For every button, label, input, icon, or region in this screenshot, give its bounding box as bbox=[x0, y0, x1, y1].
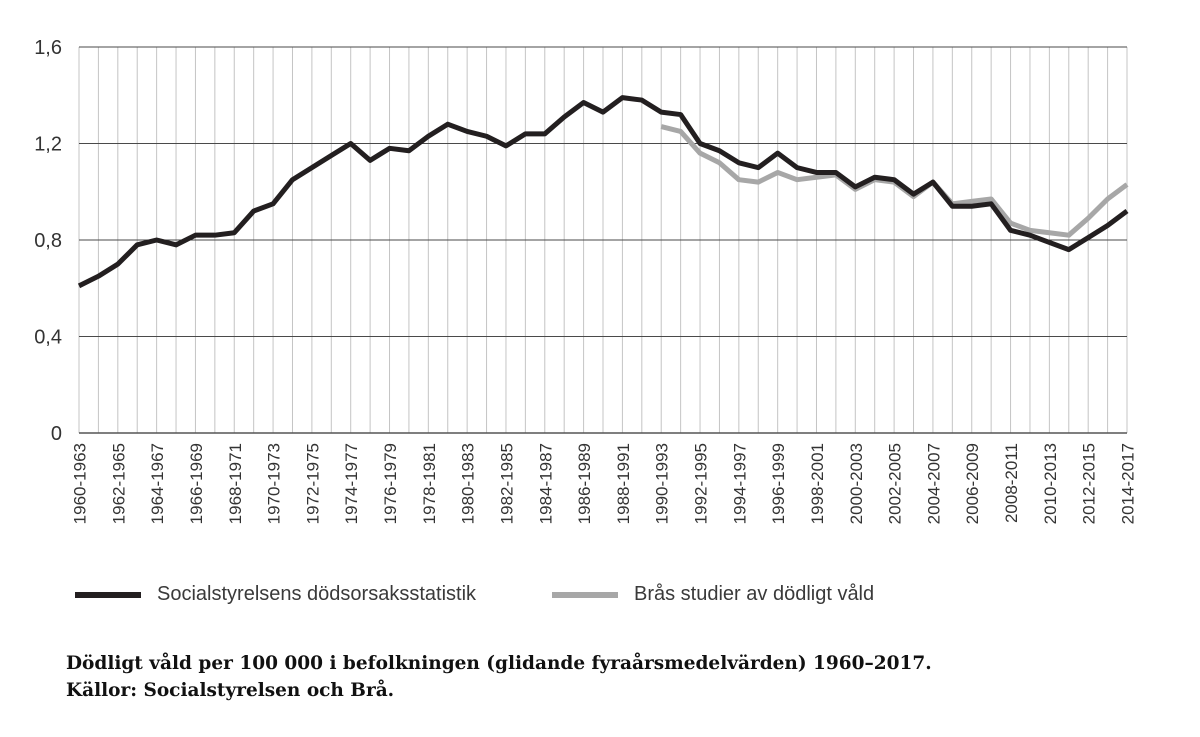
x-tick-label: 1978-1981 bbox=[420, 443, 439, 524]
x-tick-label: 1992-1995 bbox=[692, 443, 711, 524]
x-tick-label: 1960-1963 bbox=[71, 443, 90, 524]
legend-swatch-bra bbox=[552, 592, 618, 598]
x-tick-label: 2010-2013 bbox=[1041, 443, 1060, 524]
x-tick-label: 1986-1989 bbox=[575, 443, 594, 524]
x-tick-label: 2006-2009 bbox=[963, 443, 982, 524]
x-tick-label: 1982-1985 bbox=[497, 443, 516, 524]
x-tick-label: 2014-2017 bbox=[1119, 443, 1138, 524]
x-tick-label: 1966-1969 bbox=[187, 443, 206, 524]
x-tick-label: 1996-1999 bbox=[769, 443, 788, 524]
x-tick-label: 1972-1975 bbox=[303, 443, 322, 524]
y-tick-label: 1,6 bbox=[34, 37, 62, 59]
x-tick-label: 1988-1991 bbox=[614, 443, 633, 524]
y-tick-label: 0 bbox=[51, 423, 62, 445]
caption-line-2: Källor: Socialstyrelsen och Brå. bbox=[66, 680, 395, 701]
figure-caption: Dödligt våld per 100 000 i befolkningen … bbox=[66, 650, 1166, 704]
y-axis: 0 0,4 0,8 1,2 1,6 bbox=[34, 37, 62, 445]
x-tick-label: 1974-1977 bbox=[342, 443, 361, 524]
legend-label-socialstyrelsen: Socialstyrelsens dödsorsaksstatistik bbox=[157, 583, 477, 605]
caption-line-1: Dödligt våld per 100 000 i befolkningen … bbox=[66, 653, 932, 674]
x-tick-label: 2008-2011 bbox=[1002, 443, 1021, 523]
x-tick-label: 2002-2005 bbox=[886, 443, 905, 524]
x-tick-label: 1998-2001 bbox=[808, 443, 827, 524]
y-tick-label: 0,4 bbox=[34, 327, 62, 349]
x-tick-label: 2000-2003 bbox=[847, 443, 866, 524]
x-tick-label: 1994-1997 bbox=[730, 443, 749, 524]
legend: Socialstyrelsens dödsorsaksstatistik Brå… bbox=[75, 580, 1075, 610]
y-tick-label: 0,8 bbox=[34, 230, 62, 252]
x-tick-label: 2012-2015 bbox=[1080, 443, 1099, 524]
x-tick-label: 1984-1987 bbox=[536, 443, 555, 524]
x-tick-label: 1980-1983 bbox=[459, 443, 478, 524]
x-tick-label: 1990-1993 bbox=[653, 443, 672, 524]
x-tick-label: 1964-1967 bbox=[148, 443, 167, 524]
x-tick-label: 1968-1971 bbox=[226, 443, 245, 524]
series-line-socialstyrelsen bbox=[77, 95, 1129, 289]
grid bbox=[78, 46, 1128, 434]
x-tick-label: 1962-1965 bbox=[109, 443, 128, 524]
x-axis: 1960-1963 1962-1965 1964-1967 1966-1969 1968… bbox=[71, 443, 1138, 524]
legend-swatch-socialstyrelsen bbox=[75, 592, 141, 598]
x-tick-label: 1970-1973 bbox=[265, 443, 284, 524]
x-tick-label: 2004-2007 bbox=[924, 443, 943, 524]
x-tick-label: 1976-1979 bbox=[381, 443, 400, 524]
y-tick-label: 1,2 bbox=[34, 134, 62, 156]
series-lines bbox=[77, 95, 1129, 289]
legend-label-bra: Brås studier av dödligt våld bbox=[634, 583, 875, 605]
